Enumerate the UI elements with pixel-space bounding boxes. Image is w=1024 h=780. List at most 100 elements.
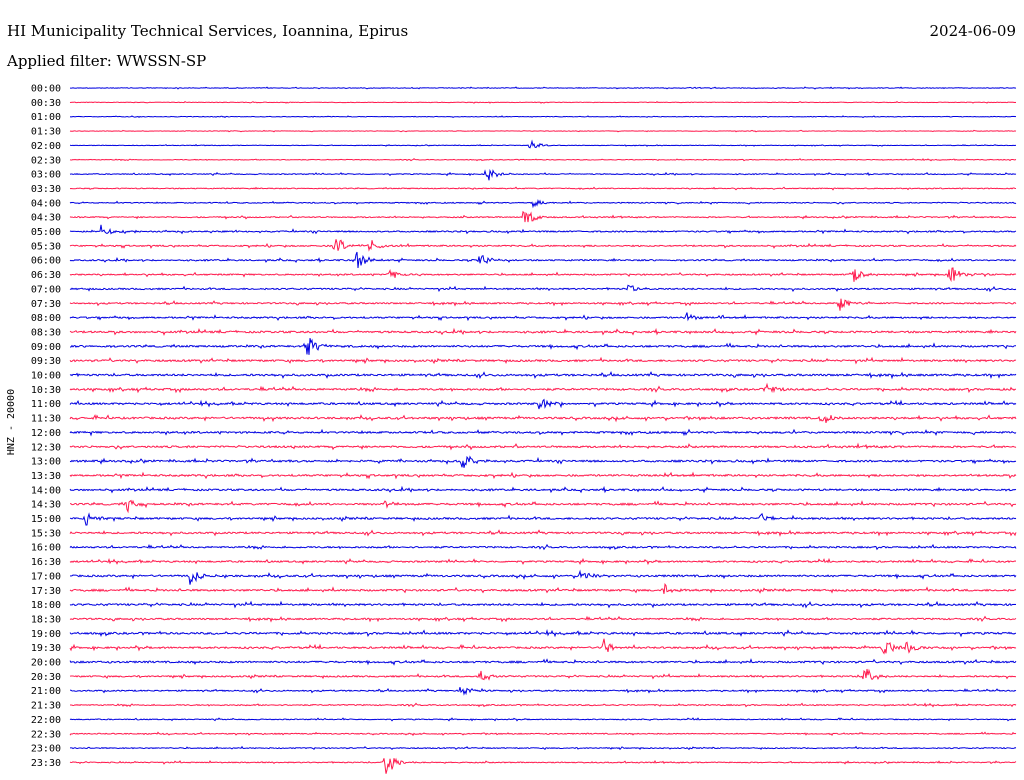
trace-line [69,583,1017,594]
row-time-label: 07:30 [31,299,61,310]
row-time-label: 07:00 [31,284,61,295]
trace-line [69,717,1017,722]
row-time-label: 09:30 [31,356,61,367]
trace-line [69,337,1017,355]
record-date: 2024-06-09 [929,22,1016,40]
row-time-label: 17:30 [31,586,61,597]
row-time-label: 11:30 [31,414,61,425]
trace-line [69,629,1017,638]
row-time-label: 20:00 [31,658,61,669]
trace-line [69,499,1017,514]
trace-line [69,557,1017,566]
row-time-label: 21:30 [31,701,61,712]
row-time-label: 00:30 [31,98,61,109]
trace-line [69,224,1017,235]
row-time-label: 02:00 [31,141,61,152]
trace-line [69,615,1017,623]
trace-line [69,251,1017,268]
row-time-label: 11:00 [31,399,61,410]
row-time-label: 01:30 [31,127,61,138]
trace-line [69,327,1017,336]
row-time-label: 14:30 [31,500,61,511]
trace-line [69,455,1017,468]
trace-line [69,658,1017,666]
trace-line [69,115,1017,119]
trace-line [69,543,1017,551]
row-time-label: 17:00 [31,571,61,582]
row-time-label: 19:00 [31,629,61,640]
channel-axis-label: HNZ - 20000 [6,388,17,456]
trace-line [69,139,1017,149]
row-time-label: 05:30 [31,241,61,252]
trace-line [69,687,1017,696]
row-time-label: 10:00 [31,371,61,382]
row-time-label: 22:30 [31,729,61,740]
trace-line [69,129,1017,133]
trace-line [69,600,1017,609]
row-time-label: 03:00 [31,170,61,181]
row-time-label: 21:00 [31,686,61,697]
row-time-label: 22:00 [31,715,61,726]
filter-label: Applied filter: WWSSN-SP [7,52,207,70]
row-time-label: 04:30 [31,213,61,224]
row-time-label: 04:00 [31,198,61,209]
row-time-label: 01:00 [31,112,61,123]
row-time-label: 20:30 [31,672,61,683]
trace-line [69,414,1017,423]
trace-line [69,485,1017,494]
trace-line [69,442,1017,451]
row-time-label: 13:00 [31,457,61,468]
trace-line [69,529,1017,537]
trace-line [69,398,1017,410]
trace-line [69,267,1017,283]
row-time-label: 12:00 [31,428,61,439]
trace-line [69,210,1017,223]
trace-line [69,512,1017,526]
row-time-label: 08:30 [31,327,61,338]
row-time-label: 23:30 [31,758,61,769]
trace-line [69,186,1017,191]
trace-line [69,168,1017,181]
row-time-label: 08:00 [31,313,61,324]
row-time-label: 15:30 [31,528,61,539]
trace-line [69,284,1017,293]
trace-line [69,731,1017,737]
trace-line [69,745,1017,751]
trace-line [69,757,1017,774]
trace-line [69,198,1017,209]
row-time-label: 05:00 [31,227,61,238]
row-time-label: 12:30 [31,442,61,453]
row-time-label: 14:00 [31,485,61,496]
trace-line [69,100,1017,104]
trace-line [69,382,1017,394]
trace-line [69,638,1017,655]
row-time-label: 16:30 [31,557,61,568]
trace-line [69,158,1017,162]
row-time-label: 13:30 [31,471,61,482]
row-time-label: 18:30 [31,614,61,625]
row-time-label: 10:30 [31,385,61,396]
row-time-label: 18:00 [31,600,61,611]
trace-line [69,86,1017,90]
trace-line [69,668,1017,681]
row-time-label: 23:00 [31,744,61,755]
station-title: HI Municipality Technical Services, Ioan… [7,22,409,40]
trace-line [69,428,1017,437]
trace-line [69,298,1017,311]
trace-line [69,312,1017,322]
trace-line [69,356,1017,365]
row-time-label: 09:00 [31,342,61,353]
row-time-label: 16:00 [31,543,61,554]
trace-line [69,569,1017,585]
row-time-label: 15:00 [31,514,61,525]
row-time-label: 02:30 [31,155,61,166]
row-time-label: 06:30 [31,270,61,281]
trace-line [69,239,1017,252]
row-time-label: 00:00 [31,84,61,95]
row-time-label: 06:00 [31,256,61,267]
trace-line [69,371,1017,380]
row-time-label: 03:30 [31,184,61,195]
row-time-label: 19:30 [31,643,61,654]
trace-line [69,702,1017,708]
